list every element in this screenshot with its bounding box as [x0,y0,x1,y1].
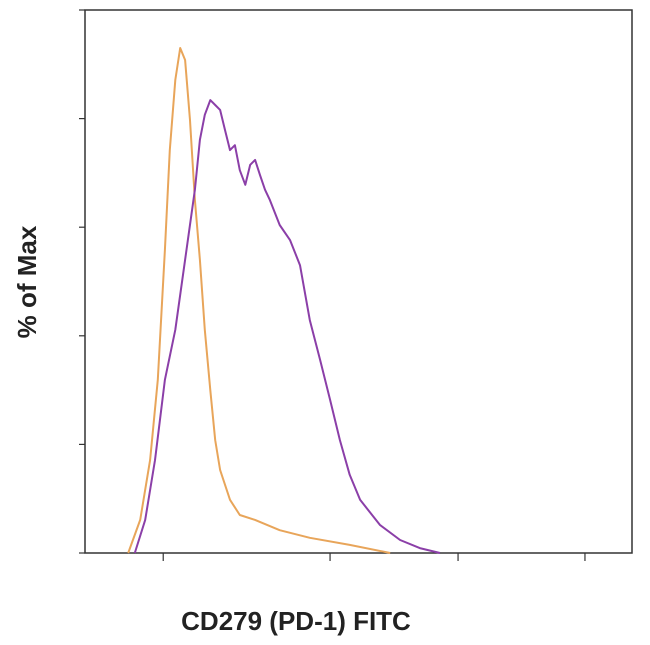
plot-frame [84,9,633,554]
histogram-line [127,47,391,554]
y-axis-label: % of Max [12,225,42,338]
x-axis-label: CD279 (PD-1) FITC [181,606,411,636]
histogram-line [133,99,441,554]
